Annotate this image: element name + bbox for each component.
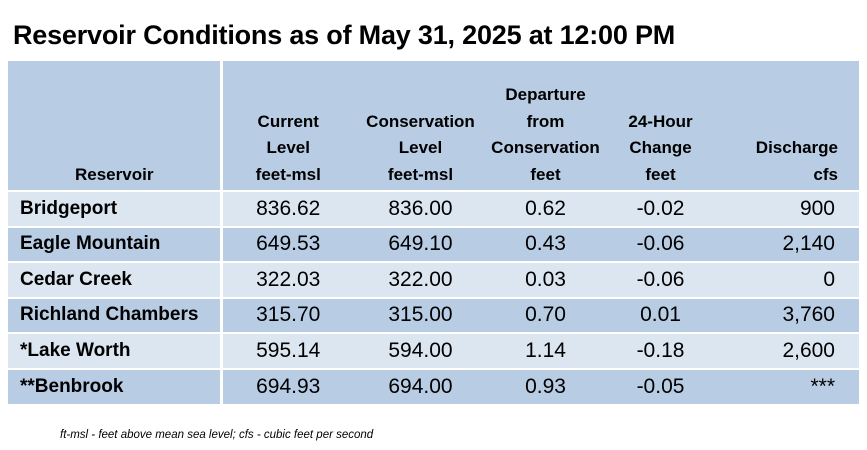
cell-24-hour-change: -0.05 [636,374,685,398]
column-header-line: Level [398,138,443,157]
cell-conservation-level: 836.00 [388,196,453,220]
column-header-line: Departure [505,85,586,104]
cell-discharge: 2,600 [782,338,835,362]
cell-departure: 1.14 [525,338,566,362]
footnote: ft-msl - feet above mean sea level; cfs … [60,429,374,441]
column-header-line: Conservation [366,111,475,131]
column-header-line: cfs [813,164,838,184]
cell-departure: 0.62 [525,196,566,220]
column-header-line: feet [645,164,676,184]
cell-reservoir: **Benbrook [8,368,223,404]
column-header-line: Reservoir [75,164,154,184]
table-header-row: Reservoir Current Level feet-msl Conserv… [8,61,859,191]
cell-24-hour-change: -0.06 [636,232,685,256]
cell-24-hour-change: -0.06 [636,267,685,291]
cell-departure: 0.70 [525,303,566,327]
column-header-line: feet [530,164,561,184]
cell-discharge: 3,760 [782,303,835,327]
cell-departure: 0.03 [525,267,566,291]
column-header-line: feet-msl [255,164,321,184]
reservoir-table: Reservoir Current Level feet-msl Conserv… [8,61,859,404]
cell-24-hour-change: 0.01 [640,303,681,327]
cell-discharge: 2,140 [782,232,835,256]
table-row: Richland Chambers 315.70 315.00 0.70 0.0… [8,297,859,333]
cell-reservoir: *Lake Worth [8,333,223,369]
column-header-line: from [526,111,565,131]
cell-conservation-level: 694.00 [388,374,453,398]
column-header-line: Current [257,111,319,131]
cell-24-hour-change: -0.02 [636,196,685,220]
cell-current-level: 595.14 [256,338,321,362]
cell-reservoir: Eagle Mountain [8,226,223,262]
table-row: **Benbrook 694.93 694.00 0.93 -0.05 *** [8,368,859,404]
column-header-line: 24-Hour [628,111,693,131]
cell-conservation-level: 649.10 [388,232,453,256]
cell-current-level: 649.53 [256,232,321,256]
table-row: Cedar Creek 322.03 322.00 0.03 -0.06 0 [8,262,859,298]
cell-discharge: 0 [823,267,835,291]
column-header-conservation-level: Conservation Level feet-msl [354,61,487,191]
column-header-line: Discharge [755,138,838,157]
cell-discharge: *** [810,374,835,398]
column-header-line: Level [266,138,310,157]
page-title: Reservoir Conditions as of May 31, 2025 … [13,20,676,50]
cell-reservoir: Richland Chambers [8,297,223,333]
cell-discharge: 900 [799,196,835,220]
cell-conservation-level: 322.00 [388,267,453,291]
cell-current-level: 836.62 [256,196,321,220]
column-header-current-level: Current Level feet-msl [221,61,354,191]
cell-current-level: 322.03 [256,267,321,291]
column-header-line: feet-msl [387,164,454,184]
table-row: Eagle Mountain 649.53 649.10 0.43 -0.06 … [8,226,859,262]
cell-departure: 0.43 [525,232,566,256]
cell-reservoir: Bridgeport [8,191,223,227]
table-row: Bridgeport 836.62 836.00 0.62 -0.02 900 [8,191,859,227]
column-header-24-hour-change: 24-Hour Change feet [604,61,717,191]
cell-conservation-level: 594.00 [388,338,453,362]
table-row: *Lake Worth 595.14 594.00 1.14 -0.18 2,6… [8,333,859,369]
cell-current-level: 694.93 [256,374,321,398]
column-header-line: Conservation [491,138,600,157]
cell-24-hour-change: -0.18 [636,338,685,362]
column-header-discharge: Discharge cfs [717,61,859,191]
column-header-departure: Departure from Conservation feet [487,61,604,191]
column-header-reservoir: Reservoir [8,61,223,191]
column-header-line: Change [629,138,692,157]
cell-current-level: 315.70 [256,303,321,327]
cell-conservation-level: 315.00 [388,303,453,327]
cell-reservoir: Cedar Creek [8,262,223,298]
cell-departure: 0.93 [525,374,566,398]
